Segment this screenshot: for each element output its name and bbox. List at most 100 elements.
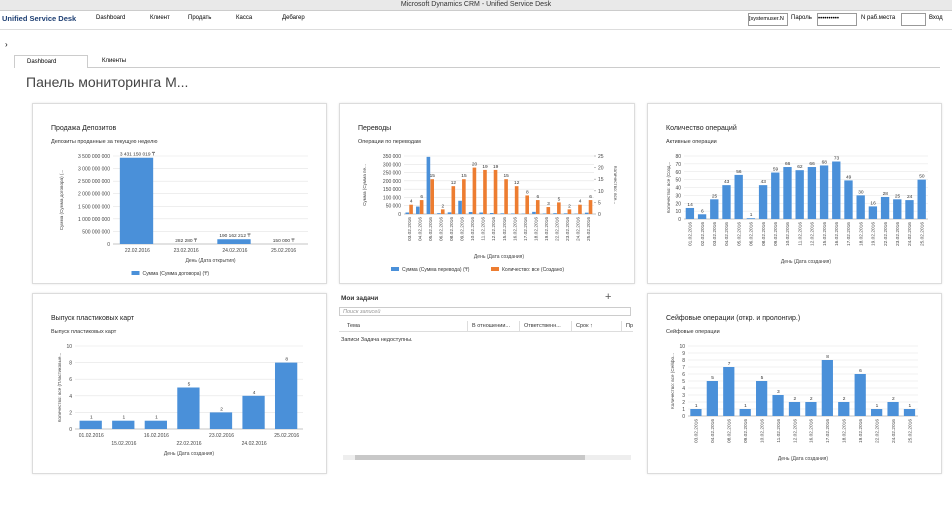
x-tick-label: 25.02.2016 bbox=[274, 433, 299, 439]
x-tick-label: 06.02.2016 bbox=[438, 217, 444, 241]
x-tick-label: 23.02.2016 bbox=[174, 248, 199, 254]
y-tick-label: 0 bbox=[682, 414, 685, 420]
column-header[interactable]: Срок ↑ bbox=[571, 321, 621, 331]
y-axis-label: Сумма (Сумма договора) (... bbox=[59, 170, 64, 231]
bar bbox=[880, 196, 890, 219]
legend-label: Сумма (Сумма перевода) (₸) bbox=[402, 267, 470, 273]
x-tick-label: 17.02.2016 bbox=[846, 222, 852, 246]
tab[interactable]: Dashboard bbox=[14, 55, 88, 68]
x-tick-label: 05.02.2016 bbox=[736, 222, 742, 246]
x-tick-label: 12.02.2016 bbox=[491, 217, 497, 241]
toolbar-item[interactable]: Dashboard bbox=[96, 15, 126, 21]
window-title: Microsoft Dynamics CRM - Unified Service… bbox=[400, 1, 552, 8]
bar bbox=[871, 409, 883, 416]
column-header[interactable]: Ответственн... bbox=[519, 321, 569, 331]
bar bbox=[838, 402, 850, 416]
bar bbox=[772, 395, 784, 416]
dashboard-heading[interactable]: Панель мониторинга М... bbox=[26, 74, 189, 90]
data-label: 25 bbox=[895, 193, 901, 199]
y-tick-label: 10 bbox=[66, 344, 72, 350]
data-label: 3 431 150 019 ₸ bbox=[120, 152, 156, 158]
tasks-title[interactable]: Мои задачи bbox=[341, 295, 379, 302]
scrollbar[interactable] bbox=[343, 455, 631, 460]
x-tick-label: 11.02.2016 bbox=[797, 222, 803, 246]
x-tick-label: 08.02.2016 bbox=[449, 217, 455, 241]
add-button[interactable]: + bbox=[605, 291, 612, 303]
x-axis-label: День (Дата создания) bbox=[778, 456, 828, 462]
bar bbox=[795, 170, 804, 219]
chart-panel: Переводы Операции по переводам 0 50 000 100 … bbox=[339, 103, 635, 284]
column-header[interactable]: В отношении... bbox=[467, 321, 517, 331]
y-axis-label: Количество: все (Пластиковые... bbox=[57, 353, 62, 423]
bar bbox=[739, 409, 751, 416]
password-field[interactable]: •••••••••• bbox=[817, 13, 857, 26]
y-tick-label: 7 bbox=[682, 365, 685, 371]
toolbar-item[interactable]: Продать bbox=[188, 15, 212, 21]
bar bbox=[887, 402, 899, 416]
bar bbox=[489, 213, 494, 214]
data-label: 62 bbox=[797, 164, 803, 170]
y-tick-label: 8 bbox=[682, 358, 685, 364]
data-label: 49 bbox=[846, 174, 852, 180]
y-tick-label: 4 bbox=[682, 386, 685, 392]
expander[interactable]: › bbox=[5, 40, 8, 49]
legend-swatch bbox=[491, 267, 499, 271]
bar bbox=[532, 211, 536, 214]
data-label: 2 bbox=[810, 396, 813, 402]
user-field[interactable]: [systemuser.N bbox=[748, 13, 788, 26]
workplace-field[interactable] bbox=[901, 13, 926, 26]
bar bbox=[483, 169, 487, 214]
bar bbox=[553, 213, 557, 214]
x-tick-label: 23.02.2016 bbox=[895, 222, 901, 246]
bar bbox=[119, 157, 154, 244]
x-tick-label: 19.02.2016 bbox=[871, 222, 877, 246]
bar bbox=[832, 161, 841, 219]
x-tick-label: 23.02.2016 bbox=[209, 433, 234, 439]
bar bbox=[79, 420, 102, 429]
chart-title: Переводы bbox=[358, 125, 391, 132]
x-tick-label: 25.02.2016 bbox=[271, 248, 296, 254]
data-label: 2 bbox=[793, 396, 796, 402]
bar bbox=[112, 420, 135, 429]
tab[interactable]: Клиенты bbox=[102, 58, 127, 64]
y-tick-label: 2 bbox=[682, 400, 685, 406]
bar bbox=[854, 374, 866, 416]
bar bbox=[274, 362, 298, 429]
x-tick-label: 24.02.2016 bbox=[576, 217, 582, 241]
data-label: 15 bbox=[461, 173, 467, 179]
data-label: 1 bbox=[908, 403, 911, 409]
x-tick-label: 12.02.2016 bbox=[792, 419, 798, 443]
bar bbox=[893, 199, 902, 219]
toolbar-item[interactable]: Клиент bbox=[150, 15, 170, 21]
y-tick-label: 10 bbox=[679, 344, 685, 350]
y-tick-label: 100 000 bbox=[383, 195, 401, 201]
tab-strip: Dashboard Клиенты bbox=[14, 55, 940, 68]
app-name[interactable]: Unified Service Desk bbox=[2, 14, 77, 23]
bar bbox=[416, 206, 420, 214]
login-button[interactable]: Вход bbox=[929, 15, 943, 21]
toolbar-item[interactable]: Касса bbox=[236, 15, 253, 21]
x-tick-label: 04.02.2016 bbox=[710, 419, 716, 443]
column-header[interactable]: Тема bbox=[347, 323, 360, 329]
password-label: Пароль bbox=[791, 15, 812, 21]
y-axis-label: Количество: все (Сейфо... bbox=[669, 353, 675, 409]
data-label: 16 bbox=[870, 200, 876, 206]
column-header[interactable]: Пр bbox=[621, 321, 633, 331]
toolbar-item[interactable]: Дебагер bbox=[282, 15, 305, 21]
x-tick-label: 06.02.2016 bbox=[749, 222, 755, 246]
x-tick-label: 09.02.2016 bbox=[773, 222, 779, 246]
x-tick-label: 17.02.2016 bbox=[825, 419, 831, 443]
x-tick-label: 19.02.2016 bbox=[858, 419, 864, 443]
search-box[interactable]: Поиск записей bbox=[339, 307, 631, 316]
y2-tick-label: 15 bbox=[598, 177, 604, 183]
data-label: 5 bbox=[761, 375, 764, 381]
y-tick-label: 80 bbox=[675, 154, 681, 160]
x-tick-label: 18.02.2016 bbox=[533, 217, 539, 241]
x-tick-label: 11.02.2016 bbox=[776, 419, 782, 443]
data-label: 1 bbox=[744, 403, 747, 409]
bar bbox=[419, 200, 424, 214]
chart-title: Сейфовые операции (откр. и пролонгир.) bbox=[666, 314, 800, 322]
bar bbox=[821, 360, 833, 416]
bar bbox=[242, 395, 265, 429]
y-tick-label: 3 000 000 000 bbox=[78, 167, 110, 173]
